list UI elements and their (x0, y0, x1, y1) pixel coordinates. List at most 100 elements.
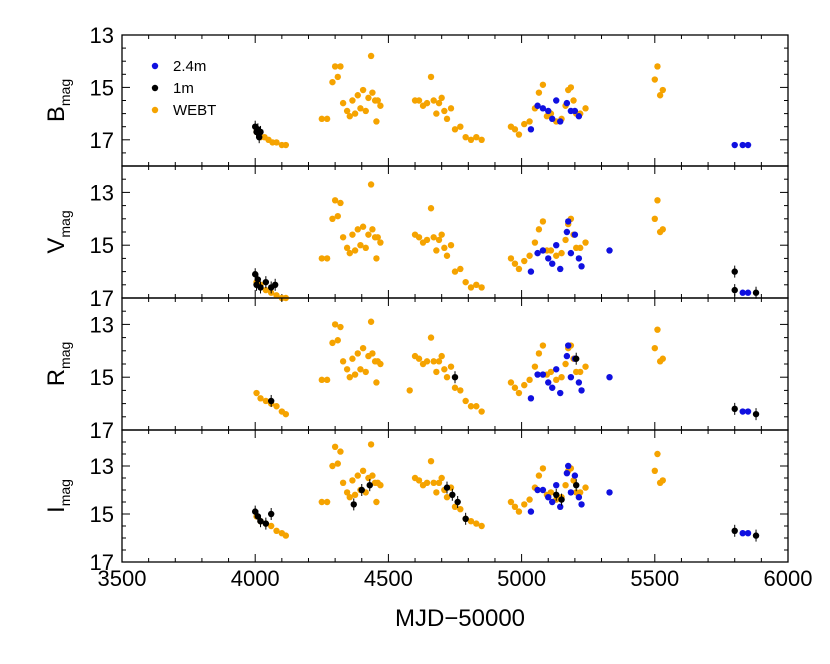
data-point-webt (339, 99, 347, 107)
data-point-webt (473, 133, 480, 141)
data-point-webt (547, 489, 555, 496)
data-point-2-4m (553, 242, 560, 249)
data-point-webt (539, 81, 547, 88)
data-point-webt (427, 205, 435, 212)
legend-marker-2-4m (151, 62, 159, 70)
data-point-webt (373, 498, 380, 506)
y-tick-label: 15 (90, 502, 114, 527)
data-point-webt (438, 474, 445, 482)
data-point-1m (454, 498, 461, 506)
data-point-webt (318, 498, 325, 506)
data-point-webt (359, 344, 367, 352)
data-point-webt (349, 231, 356, 238)
data-point-2-4m (563, 228, 571, 236)
data-point-webt (367, 318, 375, 325)
panel-frame (121, 165, 789, 299)
data-point-2-4m (534, 249, 541, 257)
x-tick-label: 4000 (231, 566, 280, 591)
data-point-webt (273, 403, 280, 410)
y-axis-label: Imag (43, 479, 73, 513)
data-point-2-4m (557, 118, 564, 125)
y-axis-label-subscript: mag (57, 342, 73, 369)
data-point-webt (659, 86, 666, 94)
data-point-webt (339, 358, 347, 365)
data-point-webt (253, 389, 260, 397)
data-point-webt (373, 118, 380, 125)
panel-i-band: 13 15 17 Imag (43, 429, 789, 575)
data-point-webt (447, 363, 455, 370)
data-point-webt (357, 366, 364, 373)
data-point-webt (521, 257, 528, 265)
data-point-webt (318, 255, 325, 262)
legend-label-1m: 1m (173, 80, 194, 97)
data-point-1m (262, 278, 270, 286)
data-point-2-4m (575, 113, 583, 120)
data-point-webt (438, 94, 445, 102)
data-point-1m (451, 374, 459, 381)
data-point-2-4m (563, 352, 571, 360)
x-tick-label: 5000 (497, 566, 546, 591)
data-point-webt (443, 115, 451, 123)
data-point-webt (369, 350, 376, 357)
data-point-2-4m (606, 489, 613, 496)
y-tick-label: 15 (90, 365, 114, 390)
data-point-webt (526, 118, 533, 125)
data-point-1m (573, 355, 580, 362)
data-point-webt (329, 462, 336, 470)
data-point-webt (451, 268, 459, 275)
data-point-webt (507, 379, 515, 386)
y-axis-label-subscript: mag (57, 479, 73, 506)
data-point-webt (654, 326, 661, 333)
data-point-webt (582, 484, 589, 491)
data-point-2-4m (739, 408, 746, 415)
data-point-webt (521, 381, 528, 389)
data-point-2-4m (545, 255, 552, 262)
data-point-webt (451, 384, 459, 391)
data-point-webt (511, 384, 519, 391)
data-point-webt (441, 366, 448, 373)
data-point-webt (462, 397, 469, 405)
data-point-webt (359, 86, 367, 94)
data-point-webt (467, 403, 475, 410)
data-point-webt (337, 448, 344, 455)
data-point-webt (577, 368, 584, 376)
data-point-webt (447, 242, 455, 249)
data-point-webt (282, 410, 290, 418)
data-point-webt (337, 323, 344, 331)
data-point-webt (659, 477, 666, 484)
data-point-webt (331, 443, 339, 450)
data-point-webt (323, 255, 331, 262)
data-point-2-4m (739, 289, 746, 296)
data-point-webt (457, 265, 464, 273)
data-point-1m (573, 482, 580, 489)
data-point-1m (257, 128, 264, 136)
data-point-webt (457, 123, 464, 130)
data-point-webt (351, 491, 359, 498)
data-point-2-4m (744, 289, 752, 296)
data-point-webt (526, 376, 533, 384)
data-point-webt (535, 472, 543, 479)
data-point-webt (654, 197, 661, 204)
data-point-webt (273, 292, 280, 299)
data-point-webt (354, 472, 361, 479)
data-point-webt (433, 247, 440, 254)
data-point-webt (547, 368, 555, 376)
data-point-webt (349, 355, 356, 362)
data-point-1m (366, 482, 373, 489)
data-point-webt (478, 522, 485, 530)
data-point-webt (435, 99, 443, 107)
data-point-2-4m (545, 107, 552, 115)
data-point-webt (334, 212, 341, 220)
data-point-webt (478, 136, 485, 143)
data-point-webt (359, 223, 367, 230)
data-point-webt (415, 355, 423, 362)
data-point-webt (582, 363, 589, 370)
data-point-webt (362, 244, 369, 252)
data-point-webt (651, 76, 658, 83)
data-point-webt (331, 321, 339, 328)
x-tick-label: 4500 (364, 566, 413, 591)
data-point-2-4m (539, 247, 547, 254)
data-point-webt (473, 403, 480, 410)
data-point-2-4m (539, 371, 547, 378)
